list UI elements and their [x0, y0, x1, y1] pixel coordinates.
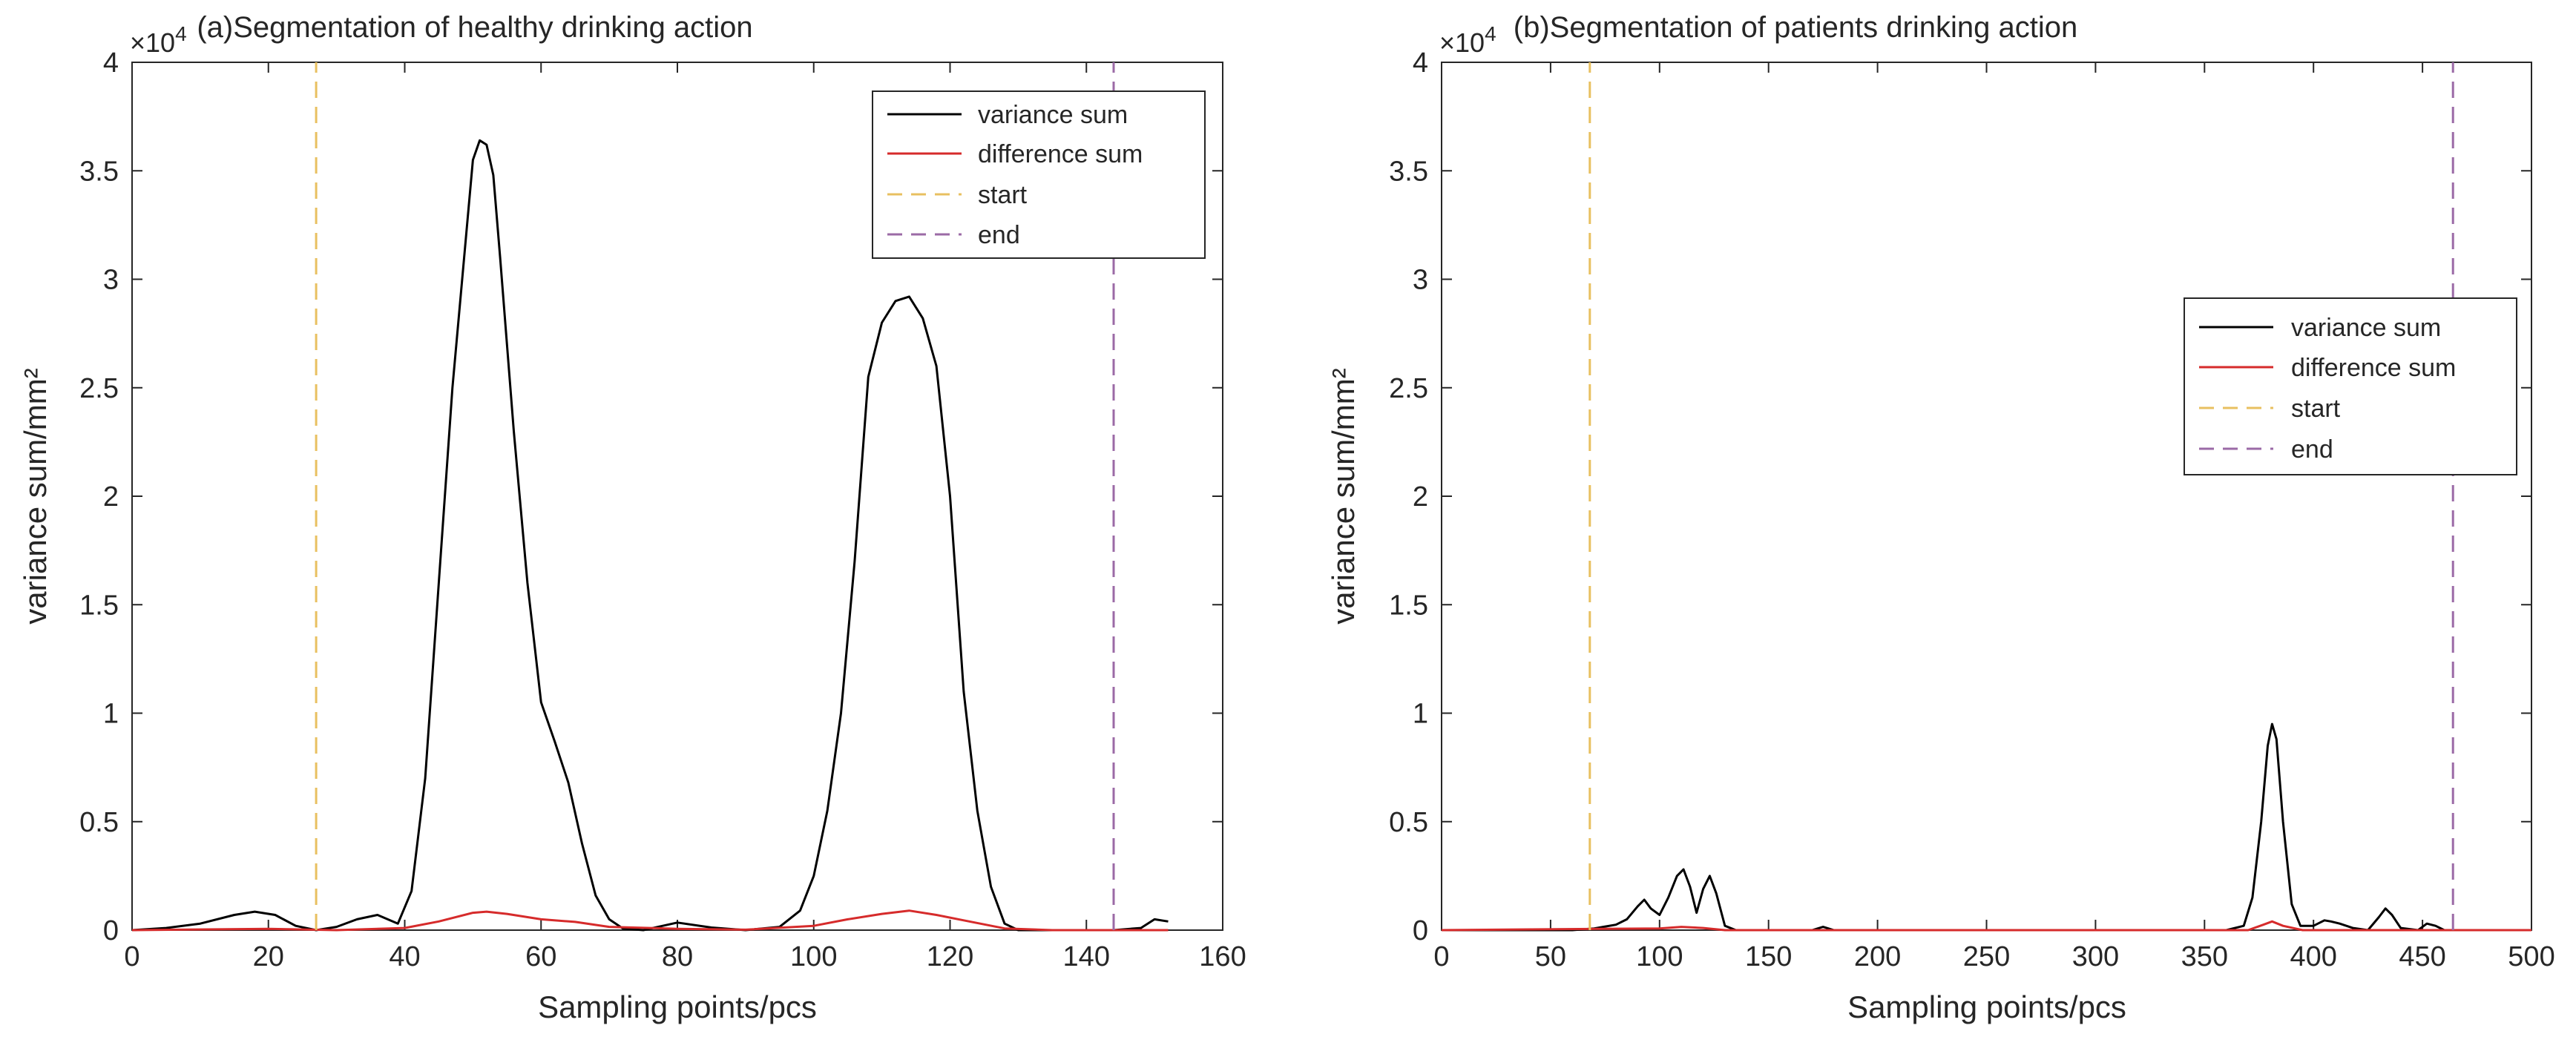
x-tick-label: 200: [1854, 941, 1901, 972]
x-tick-label: 120: [927, 941, 973, 972]
x-tick-label: 0: [124, 941, 139, 972]
series-layer: [1441, 62, 2531, 932]
axis-ticks: 0 50 100 150 200 250 300 350 400 450 500 0 0.5 1 1.5 2 2…: [1389, 47, 2555, 972]
axis-ticks: 0 20 40 60 80 100 120 140 160 0 0.5 1 1.5 2 2.5 3 3.5 4: [79, 47, 1246, 972]
exponent-power: 4: [175, 22, 187, 45]
exponent-label: ×104: [130, 22, 187, 59]
y-tick-label: 3.5: [79, 156, 119, 187]
y-tick-label: 4: [1413, 47, 1428, 79]
x-axis-label: Sampling points/pcs: [1847, 989, 2126, 1024]
x-tick-label: 400: [2290, 941, 2336, 972]
legend-label-variance-sum: variance sum: [2291, 314, 2441, 342]
y-axis-label: variance sum/mm²: [1326, 368, 1361, 624]
plot-frame: [1441, 62, 2532, 931]
legend-label-difference-sum: difference sum: [2291, 354, 2456, 382]
chart-title: (b)Segmentation of patients drinking act…: [1514, 11, 2077, 44]
y-tick-label: 1: [1413, 699, 1428, 730]
chart-title: (a)Segmentation of healthy drinking acti…: [197, 11, 752, 44]
x-tick-label: 50: [1535, 941, 1566, 972]
series-line-difference-sum: [1441, 920, 2531, 932]
y-tick-label: 2.5: [79, 373, 119, 404]
exponent-label: ×104: [1439, 22, 1496, 59]
x-tick-label: 20: [253, 941, 284, 972]
legend: variance sum difference sum start end: [872, 90, 1206, 259]
y-tick-label: 3: [103, 265, 119, 296]
y-tick-label: 0: [1413, 915, 1428, 946]
chart-panel-a: (a)Segmentation of healthy drinking acti…: [18, 11, 1246, 1024]
series-line-difference-sum: [131, 909, 1169, 932]
x-tick-label: 450: [2399, 941, 2445, 972]
x-tick-label: 500: [2508, 941, 2554, 972]
series-line-variance-sum: [131, 139, 1169, 932]
x-tick-label: 150: [1745, 941, 1792, 972]
x-tick-label: 300: [2072, 941, 2119, 972]
y-tick-label: 0.5: [1389, 807, 1428, 838]
y-tick-label: 3.5: [1389, 156, 1428, 187]
y-axis-label: variance sum/mm²: [18, 368, 53, 624]
y-tick-label: 2: [103, 481, 119, 513]
series-layer: [131, 62, 1169, 932]
series-line-variance-sum: [1442, 722, 2531, 932]
y-tick-label: 2: [1413, 481, 1428, 513]
x-tick-label: 350: [2181, 941, 2228, 972]
x-tick-label: 100: [790, 941, 837, 972]
x-tick-label: 100: [1636, 941, 1683, 972]
x-tick-label: 140: [1063, 941, 1110, 972]
y-tick-label: 0.5: [79, 807, 119, 838]
exponent-base: ×10: [130, 27, 175, 58]
legend-label-end: end: [978, 221, 1020, 249]
exponent-base: ×10: [1439, 27, 1485, 58]
legend-label-start: start: [978, 181, 1028, 209]
exponent-power: 4: [1485, 22, 1496, 45]
x-tick-label: 0: [1433, 941, 1449, 972]
legend-label-start: start: [2291, 395, 2341, 423]
y-tick-label: 1.5: [1389, 590, 1428, 621]
x-tick-label: 160: [1199, 941, 1246, 972]
x-tick-label: 250: [1963, 941, 2010, 972]
y-tick-label: 1: [103, 699, 119, 730]
legend-box: [872, 90, 1206, 259]
y-tick-label: 0: [103, 915, 119, 946]
y-tick-label: 1.5: [79, 590, 119, 621]
legend-label-variance-sum: variance sum: [978, 101, 1128, 129]
legend: variance sum difference sum start end: [2184, 297, 2517, 475]
chart-panel-b: (b)Segmentation of patients drinking act…: [1326, 11, 2555, 1024]
x-tick-label: 60: [525, 941, 556, 972]
y-tick-label: 3: [1413, 265, 1428, 296]
x-tick-label: 40: [389, 941, 420, 972]
y-tick-label: 4: [103, 47, 119, 79]
legend-label-difference-sum: difference sum: [978, 140, 1143, 168]
x-axis-label: Sampling points/pcs: [538, 989, 817, 1024]
legend-label-end: end: [2291, 435, 2333, 464]
y-tick-label: 2.5: [1389, 373, 1428, 404]
x-tick-label: 80: [662, 941, 693, 972]
